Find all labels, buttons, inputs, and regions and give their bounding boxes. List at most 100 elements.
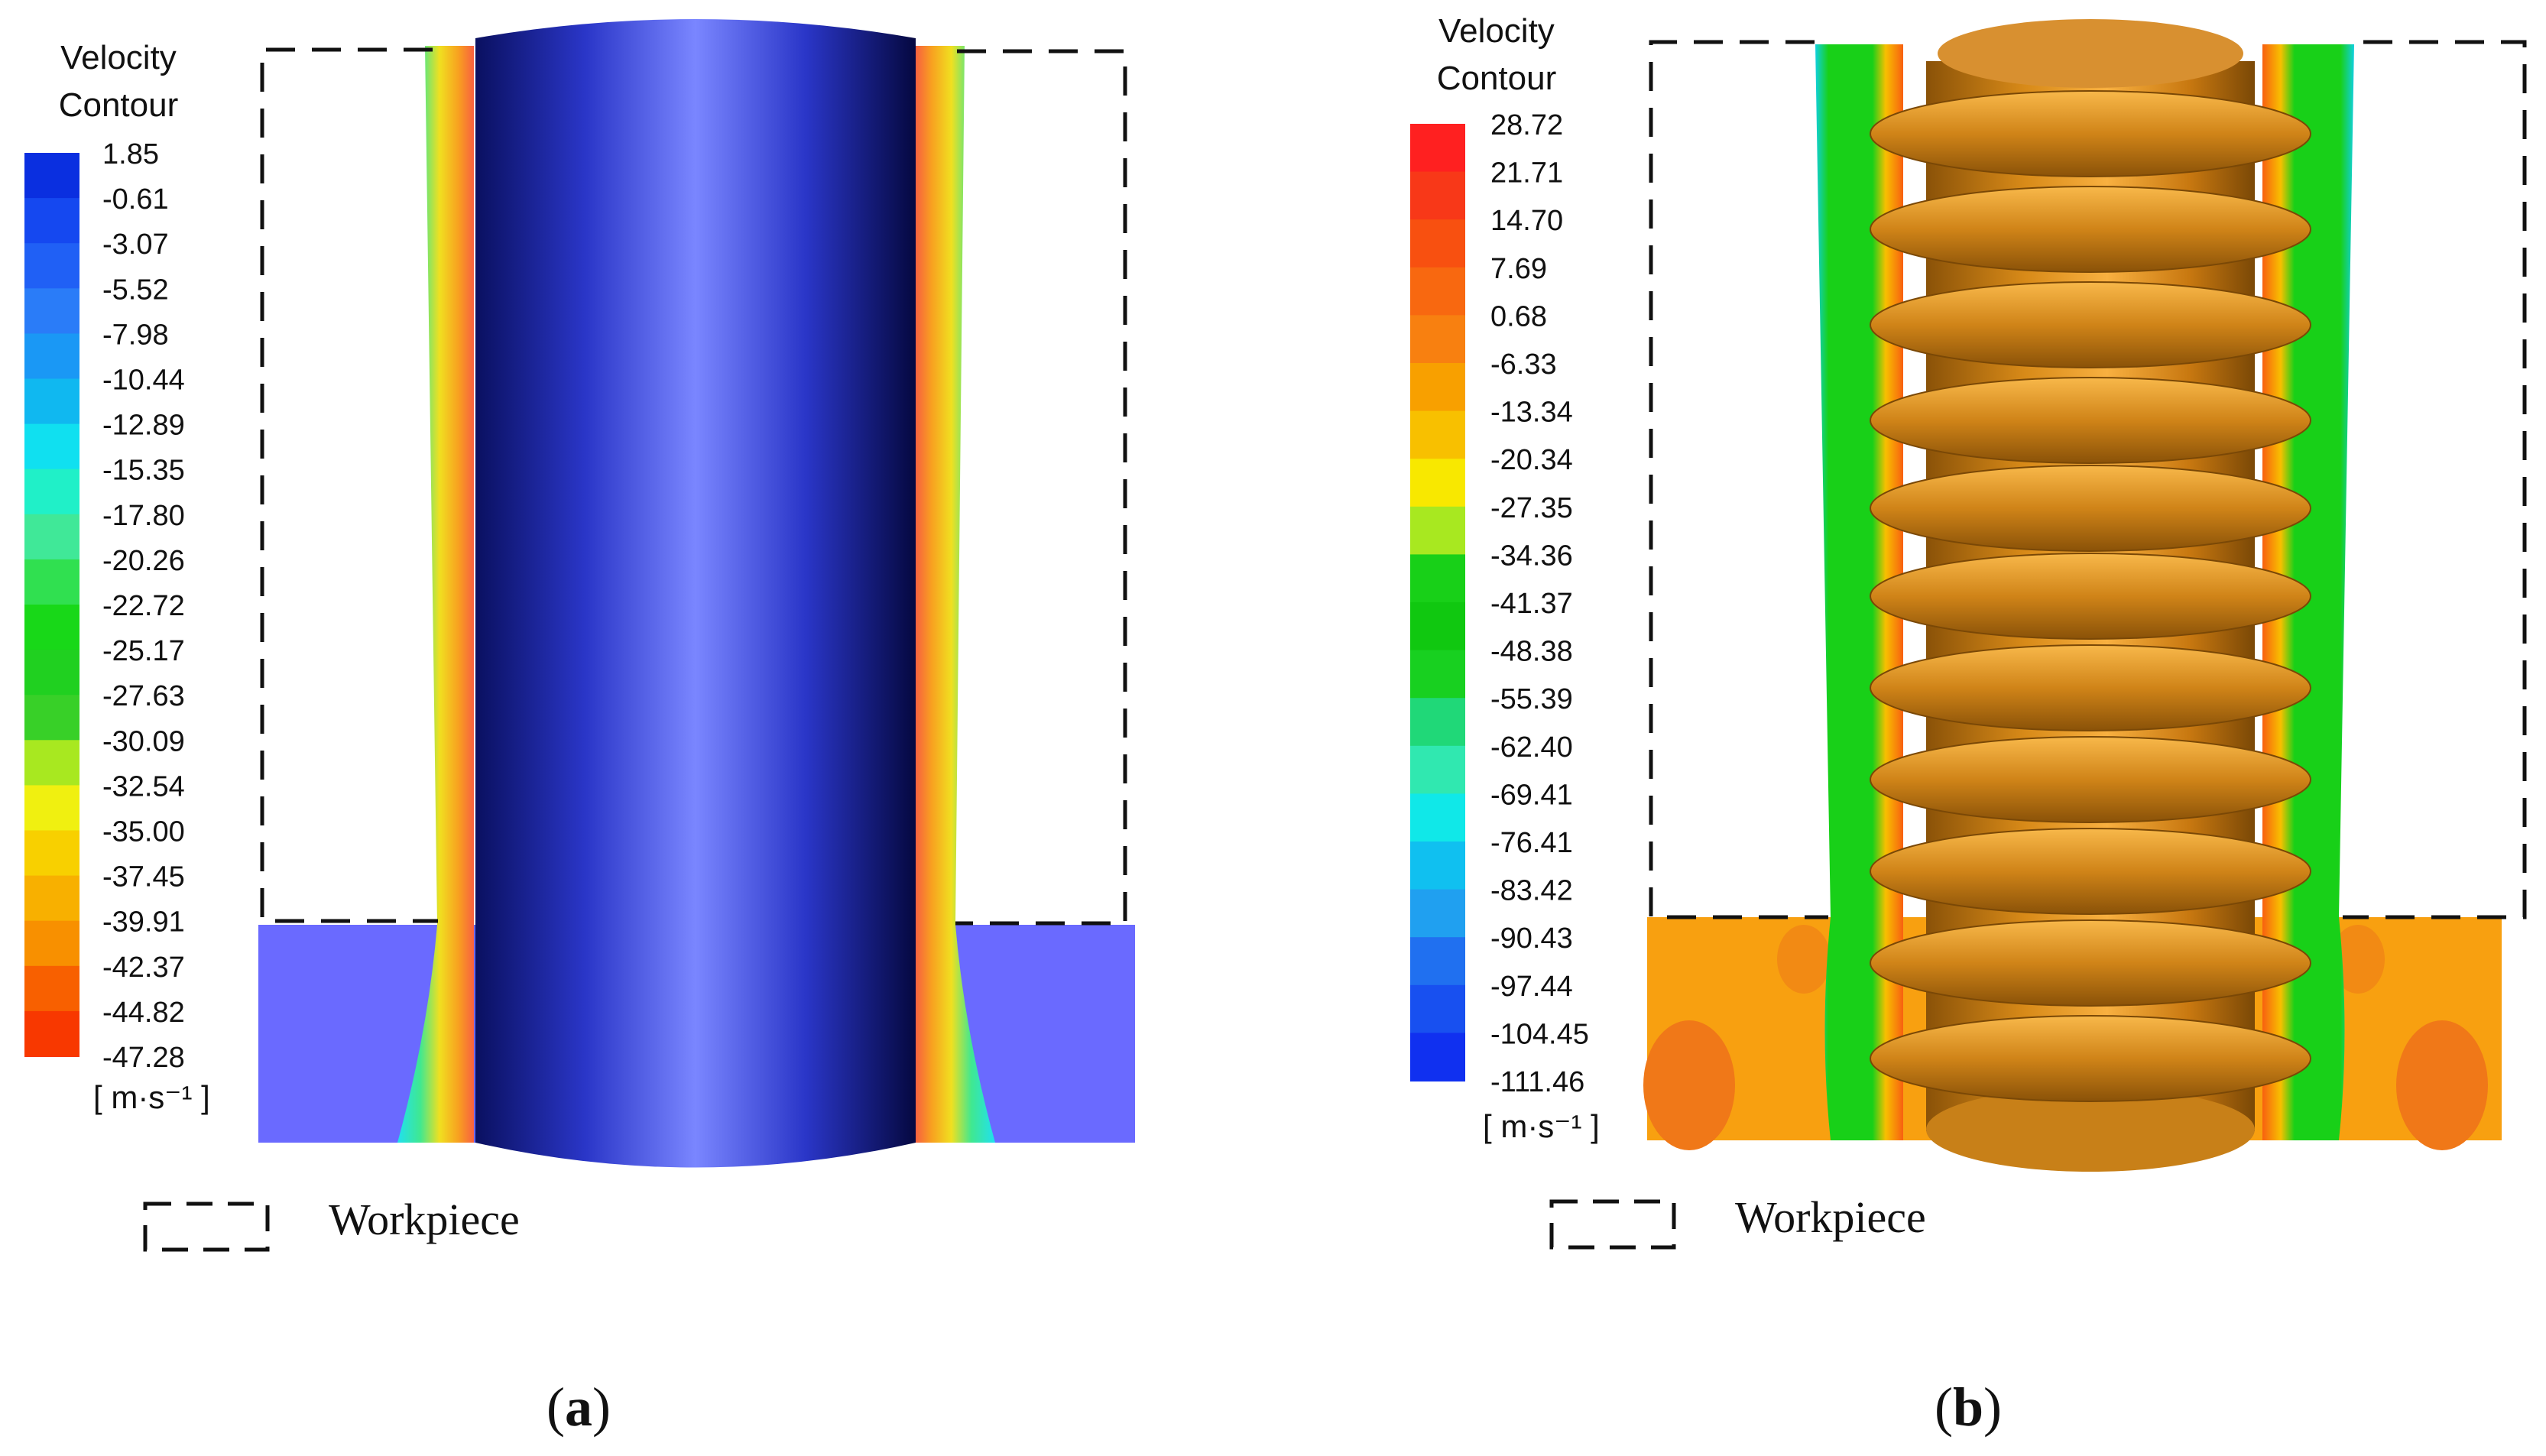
legend-swatch	[24, 514, 79, 560]
threaded-tool-b	[1870, 19, 2311, 1172]
thread-bottom-b	[1926, 1088, 2255, 1172]
legend-swatch	[24, 1010, 79, 1057]
legend-level-label: -41.37	[1490, 588, 1573, 620]
workpiece-b-contour-left	[1643, 1020, 1735, 1150]
legend-a-colorbar: 1.85 -0.61 -3.07 -5.52 -7.98 -10.44 -12.89 -15.…	[24, 138, 185, 1074]
legend-level-label: -111.46	[1490, 1066, 1584, 1098]
legend-level-label: -32.54	[102, 770, 185, 803]
legend-swatch	[24, 333, 79, 380]
legend-swatch	[1410, 793, 1465, 842]
legend-level-label: -42.37	[102, 952, 185, 984]
workpiece-outline-a-left	[260, 47, 438, 923]
legend-swatch	[24, 378, 79, 425]
legend-swatch	[1410, 1033, 1465, 1081]
legend-level-label: -76.41	[1490, 827, 1573, 859]
legend-level-label: -17.80	[102, 500, 185, 532]
legend-swatch	[1410, 315, 1465, 364]
thread-ridge	[1870, 1015, 2311, 1102]
legend-level-label: -12.89	[102, 410, 185, 442]
legend-level-label: -104.45	[1490, 1018, 1589, 1050]
legend-swatch	[1410, 841, 1465, 890]
workpiece-outline-b-left	[1649, 40, 1828, 919]
legend-a-title-line2: Contour	[59, 86, 179, 124]
legend-level-label: -90.43	[1490, 923, 1573, 955]
legend-swatch	[1410, 554, 1465, 603]
legend-swatch	[1410, 937, 1465, 986]
legend-level-label: -27.63	[102, 680, 185, 712]
legend-swatch	[1410, 124, 1465, 173]
tool-cylinder-a	[475, 19, 916, 1168]
caption-a-letter: a	[565, 1377, 592, 1438]
legend-b-colorbar: 28.72 21.71 14.70 7.69 0.68 -6.33 -13.34 -20.34…	[1410, 109, 1589, 1098]
legend-level-label: -0.61	[102, 183, 169, 216]
legend-level-label: -97.44	[1490, 971, 1573, 1003]
caption-a-open: (	[546, 1377, 565, 1438]
legend-level-label: -44.82	[102, 997, 185, 1029]
legend-swatch	[24, 243, 79, 290]
legend-level-label: -83.42	[1490, 875, 1573, 907]
legend-level-label: -37.45	[102, 861, 185, 893]
caption-b-close: )	[1983, 1377, 2002, 1438]
legend-level-label: -22.72	[102, 590, 185, 622]
legend-swatch	[24, 153, 79, 199]
thread-ridge	[1870, 90, 2311, 177]
legend-swatch	[1410, 219, 1465, 268]
legend-level-label: -25.17	[102, 635, 185, 667]
legend-swatch	[24, 740, 79, 786]
legend-swatch	[24, 559, 79, 605]
flow-gap-a-left	[397, 46, 474, 1143]
legend-level-label: -34.36	[1490, 540, 1573, 572]
legend-swatch	[24, 875, 79, 922]
legend-swatch	[24, 785, 79, 832]
legend-swatch	[1410, 506, 1465, 556]
legend-level-label: -5.52	[102, 274, 169, 306]
legend-level-label: -6.33	[1490, 349, 1557, 381]
thread-ridge	[1870, 281, 2311, 368]
legend-level-label: -7.98	[102, 319, 169, 351]
legend-level-label: -62.40	[1490, 731, 1573, 764]
legend-level-label: -13.34	[1490, 397, 1573, 429]
legend-level-label: -20.34	[1490, 444, 1573, 476]
legend-swatch	[1410, 171, 1465, 221]
caption-a-close: )	[592, 1377, 611, 1438]
legend-a-unit: [ m·s⁻¹ ]	[93, 1079, 210, 1115]
workpiece-b-contour-right	[2396, 1020, 2488, 1150]
legend-swatch	[1410, 698, 1465, 747]
thread-top-b	[1938, 19, 2243, 88]
legend-swatch	[24, 288, 79, 335]
legend-level-label: 7.69	[1490, 253, 1547, 285]
legend-swatch	[24, 605, 79, 651]
legend-swatch	[1410, 984, 1465, 1034]
legend-swatch	[1410, 267, 1465, 316]
legend-level-label: 0.68	[1490, 300, 1547, 332]
thread-ridge	[1870, 186, 2311, 273]
flow-gap-a-right	[916, 46, 995, 1143]
workpiece-key-b	[1549, 1199, 1676, 1250]
workpiece-key-a	[143, 1201, 270, 1252]
caption-b-open: (	[1935, 1377, 1953, 1438]
legend-level-label: -55.39	[1490, 683, 1573, 715]
legend-a-title-line1: Velocity	[60, 39, 177, 76]
caption-b: (b)	[1935, 1377, 2002, 1438]
legend-level-label: -48.38	[1490, 636, 1573, 668]
legend-swatch	[24, 965, 79, 1012]
workpiece-label-a: Workpiece	[329, 1195, 520, 1244]
thread-ridge	[1870, 377, 2311, 464]
caption-b-letter: b	[1953, 1377, 1983, 1438]
thread-ridges-b	[1870, 90, 2311, 1102]
panel-b: Velocity Contour 28.72 21.71 14.70 7.69 0.68…	[1410, 12, 2527, 1438]
legend-level-label: 21.71	[1490, 157, 1563, 190]
legend-swatch	[1410, 459, 1465, 507]
legend-level-label: -39.91	[102, 906, 185, 939]
legend-level-label: 28.72	[1490, 109, 1563, 141]
legend-swatch	[24, 469, 79, 515]
legend-swatch	[24, 650, 79, 696]
legend-swatch	[1410, 410, 1465, 460]
legend-swatch	[1410, 889, 1465, 939]
panel-a: Velocity Contour 1.85 -0.61 -3.07 -5.52 -7.9…	[24, 19, 1135, 1438]
workpiece-label-b: Workpiece	[1735, 1192, 1926, 1242]
legend-swatch	[24, 198, 79, 245]
legend-swatch	[1410, 602, 1465, 651]
thread-ridge	[1870, 736, 2311, 823]
